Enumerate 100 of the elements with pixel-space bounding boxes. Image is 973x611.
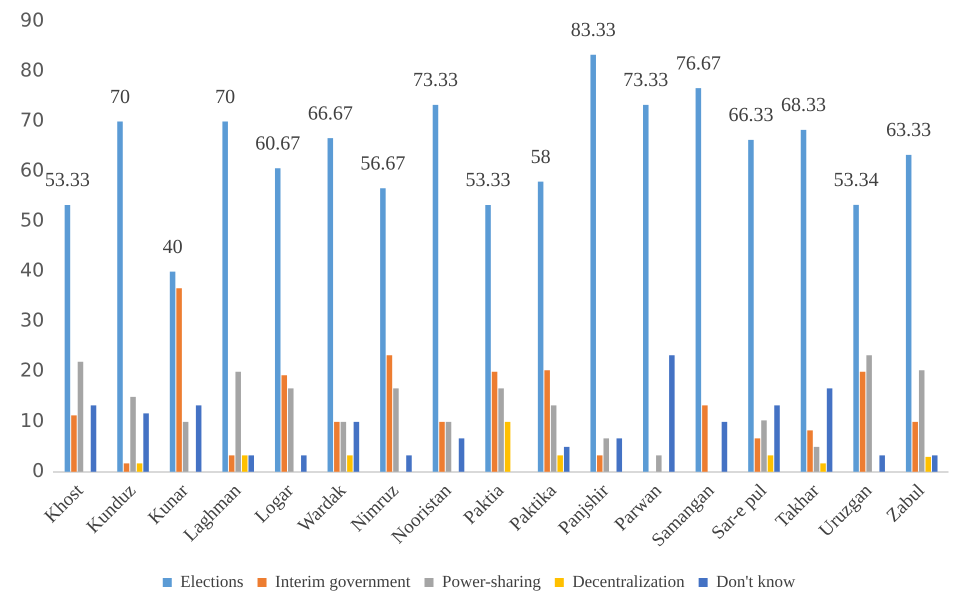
legend-label: Interim government xyxy=(275,572,411,591)
bar xyxy=(544,370,550,472)
bar xyxy=(925,456,931,472)
bar xyxy=(860,372,866,472)
bar xyxy=(143,413,149,472)
bar xyxy=(288,388,294,472)
bar xyxy=(603,438,610,472)
bar xyxy=(564,446,570,472)
bar xyxy=(538,182,544,472)
data-label: 53.34 xyxy=(834,169,879,192)
bar xyxy=(696,88,702,472)
bar xyxy=(340,422,346,472)
y-tick-label: 40 xyxy=(20,260,44,282)
bar xyxy=(354,422,360,472)
bar xyxy=(130,396,136,472)
data-label: 58 xyxy=(530,146,551,168)
bar xyxy=(879,455,885,472)
bar xyxy=(754,438,760,472)
bar xyxy=(643,104,649,472)
y-tick-label: 10 xyxy=(20,410,44,432)
bar xyxy=(386,355,392,472)
bar xyxy=(807,430,813,472)
data-label: 66.33 xyxy=(728,104,774,126)
bar xyxy=(722,422,728,472)
bar xyxy=(853,204,859,472)
data-label: 70 xyxy=(110,86,130,108)
bar xyxy=(932,455,938,472)
bar xyxy=(242,455,248,472)
data-label: 73.33 xyxy=(623,69,668,92)
bar xyxy=(458,438,464,472)
bar xyxy=(124,463,130,472)
bar xyxy=(596,455,602,472)
bar xyxy=(866,355,872,472)
data-label: 66.67 xyxy=(308,102,353,124)
bar xyxy=(78,362,84,472)
bar xyxy=(485,204,491,472)
bar xyxy=(380,188,386,472)
bar xyxy=(176,288,182,472)
data-label: 60.67 xyxy=(255,132,300,154)
bar xyxy=(439,422,445,472)
bar xyxy=(406,455,412,472)
bar xyxy=(918,370,924,472)
bar xyxy=(498,388,504,472)
data-label: 68.33 xyxy=(781,94,826,116)
data-label: 53.33 xyxy=(44,169,90,192)
data-label: 70 xyxy=(215,86,236,108)
y-tick-label: 20 xyxy=(20,360,44,382)
bar xyxy=(912,422,918,472)
bar xyxy=(328,138,334,472)
data-label: 76.67 xyxy=(676,52,721,74)
bar xyxy=(616,438,622,472)
bar xyxy=(826,388,832,472)
bar xyxy=(90,405,96,472)
data-label: 56.67 xyxy=(360,152,406,174)
bar xyxy=(761,420,767,472)
data-label: 40 xyxy=(162,236,183,258)
bar xyxy=(557,455,563,472)
bar xyxy=(669,355,675,472)
y-tick-label: 90 xyxy=(20,9,44,32)
data-label: 63.33 xyxy=(886,119,932,142)
y-tick-label: 50 xyxy=(20,210,44,232)
bar xyxy=(774,405,780,472)
data-label: 83.33 xyxy=(570,19,616,42)
bar xyxy=(492,372,498,472)
bar xyxy=(550,405,556,472)
bar xyxy=(702,405,708,472)
bar xyxy=(182,422,188,472)
bar xyxy=(136,463,142,472)
legend-label: Don't know xyxy=(716,572,796,591)
bar xyxy=(301,455,307,472)
y-tick-label: 70 xyxy=(20,109,44,132)
bar xyxy=(334,422,340,472)
legend-label: Power-sharing xyxy=(442,572,542,591)
bar xyxy=(748,140,754,472)
bar xyxy=(235,372,241,472)
bar xyxy=(274,168,281,472)
bar xyxy=(446,422,452,472)
bar xyxy=(228,455,234,472)
bar xyxy=(222,122,228,472)
bar xyxy=(170,272,176,472)
y-tick-label: 60 xyxy=(20,160,44,182)
bar xyxy=(64,204,70,472)
bar xyxy=(906,154,912,472)
data-label: 53.33 xyxy=(466,169,511,192)
legend-label: Decentralization xyxy=(572,572,686,591)
bar xyxy=(820,463,826,472)
bar xyxy=(281,375,288,472)
y-tick-label: 80 xyxy=(20,59,44,82)
bar xyxy=(590,54,596,472)
bar xyxy=(800,130,806,472)
bar xyxy=(814,446,820,472)
data-label: 73.33 xyxy=(412,69,458,92)
bar xyxy=(656,455,662,472)
bar xyxy=(248,455,254,472)
legend-label: Elections xyxy=(180,572,244,591)
bar xyxy=(768,455,774,472)
y-tick-label: 30 xyxy=(20,310,44,332)
bar xyxy=(196,405,202,472)
bar xyxy=(347,455,353,472)
bar xyxy=(432,104,438,472)
